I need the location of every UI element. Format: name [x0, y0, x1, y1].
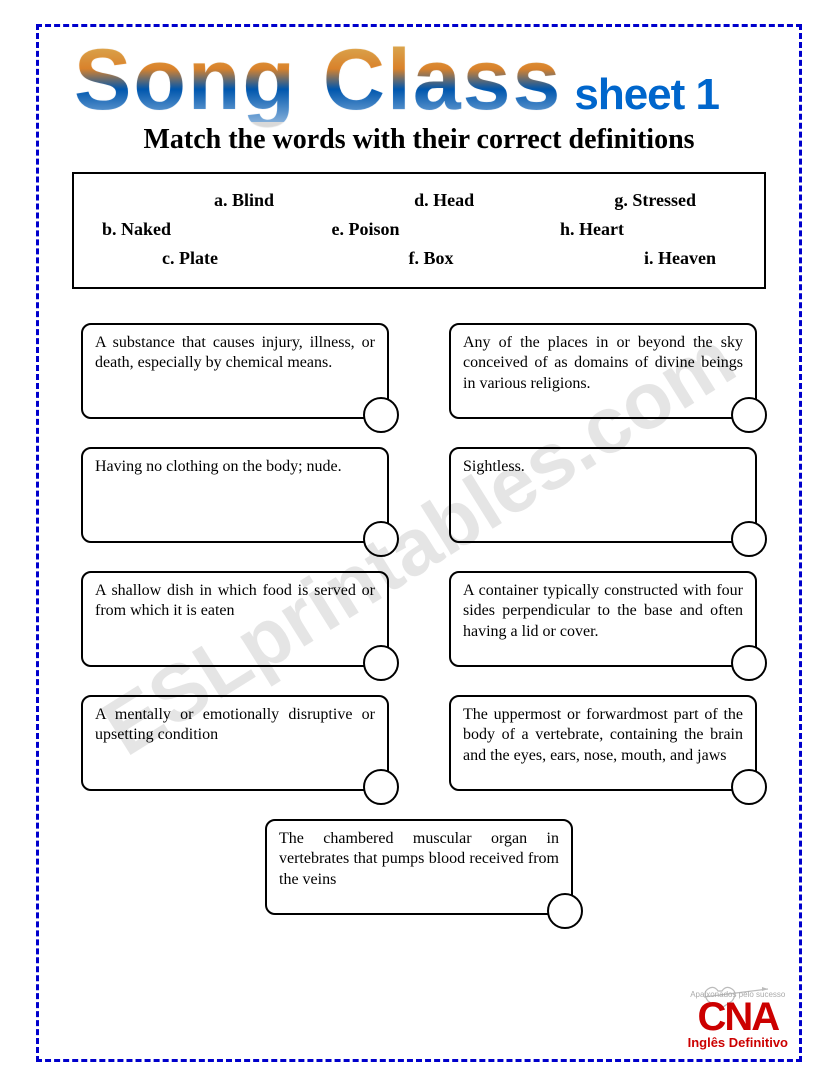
instructions-text: Match the words with their correct defin… — [54, 124, 784, 156]
answer-circle[interactable] — [547, 893, 583, 929]
definition-text: The uppermost or forwardmost part of the… — [463, 706, 743, 765]
definition-box: Any of the places in or beyond the sky c… — [449, 323, 757, 419]
word-bank-row: a. Blind d. Head g. Stressed — [94, 186, 744, 215]
answer-circle[interactable] — [363, 521, 399, 557]
word-option-e: e. Poison — [332, 219, 400, 240]
answer-circle[interactable] — [731, 521, 767, 557]
definitions-grid: A substance that causes injury, illness,… — [54, 323, 784, 915]
word-option-d: d. Head — [414, 190, 474, 211]
word-option-h: h. Heart — [560, 219, 624, 240]
definition-box: A shallow dish in which food is served o… — [81, 571, 389, 667]
definition-text: Sightless. — [463, 458, 525, 475]
definition-box: The chambered muscular organ in vertebra… — [265, 819, 573, 915]
definition-text: A mentally or emotionally disruptive or … — [95, 706, 375, 744]
definition-text: Having no clothing on the body; nude. — [95, 458, 342, 475]
definition-last-row: The chambered muscular organ in vertebra… — [72, 819, 766, 915]
sheet-number-label: sheet 1 — [574, 70, 719, 120]
answer-circle[interactable] — [731, 769, 767, 805]
definition-text: Any of the places in or beyond the sky c… — [463, 334, 743, 393]
definition-box: A mentally or emotionally disruptive or … — [81, 695, 389, 791]
answer-circle[interactable] — [363, 397, 399, 433]
word-option-a: a. Blind — [214, 190, 274, 211]
word-option-b: b. Naked — [102, 219, 171, 240]
definition-box: The uppermost or forwardmost part of the… — [449, 695, 757, 791]
definition-text: The chambered muscular organ in vertebra… — [279, 830, 559, 889]
definition-box: Having no clothing on the body; nude. — [81, 447, 389, 543]
word-bank-box: a. Blind d. Head g. Stressed b. Naked e.… — [72, 172, 766, 289]
word-option-c: c. Plate — [162, 248, 218, 269]
title-row: Song Class sheet 1 — [74, 40, 784, 122]
answer-circle[interactable] — [363, 645, 399, 681]
definition-text: A container typically constructed with f… — [463, 582, 743, 641]
main-title: Song Class — [74, 40, 562, 122]
word-bank-row: c. Plate f. Box i. Heaven — [94, 244, 744, 273]
definition-box: A container typically constructed with f… — [449, 571, 757, 667]
answer-circle[interactable] — [731, 645, 767, 681]
word-bank-row: b. Naked e. Poison h. Heart — [94, 215, 744, 244]
answer-circle[interactable] — [363, 769, 399, 805]
word-option-g: g. Stressed — [614, 190, 696, 211]
brand-logo: Apaixonados pelo sucesso CNA Inglês Defi… — [688, 985, 788, 1050]
logo-subtitle: Inglês Definitivo — [688, 1035, 788, 1050]
word-option-f: f. Box — [408, 248, 453, 269]
definition-text: A shallow dish in which food is served o… — [95, 582, 375, 620]
definition-box: A substance that causes injury, illness,… — [81, 323, 389, 419]
logo-brand-letters: CNA — [688, 999, 788, 1035]
word-option-i: i. Heaven — [644, 248, 716, 269]
definition-text: A substance that causes injury, illness,… — [95, 334, 375, 372]
definition-box: Sightless. — [449, 447, 757, 543]
worksheet-content: Song Class sheet 1 Match the words with … — [54, 40, 784, 1046]
answer-circle[interactable] — [731, 397, 767, 433]
